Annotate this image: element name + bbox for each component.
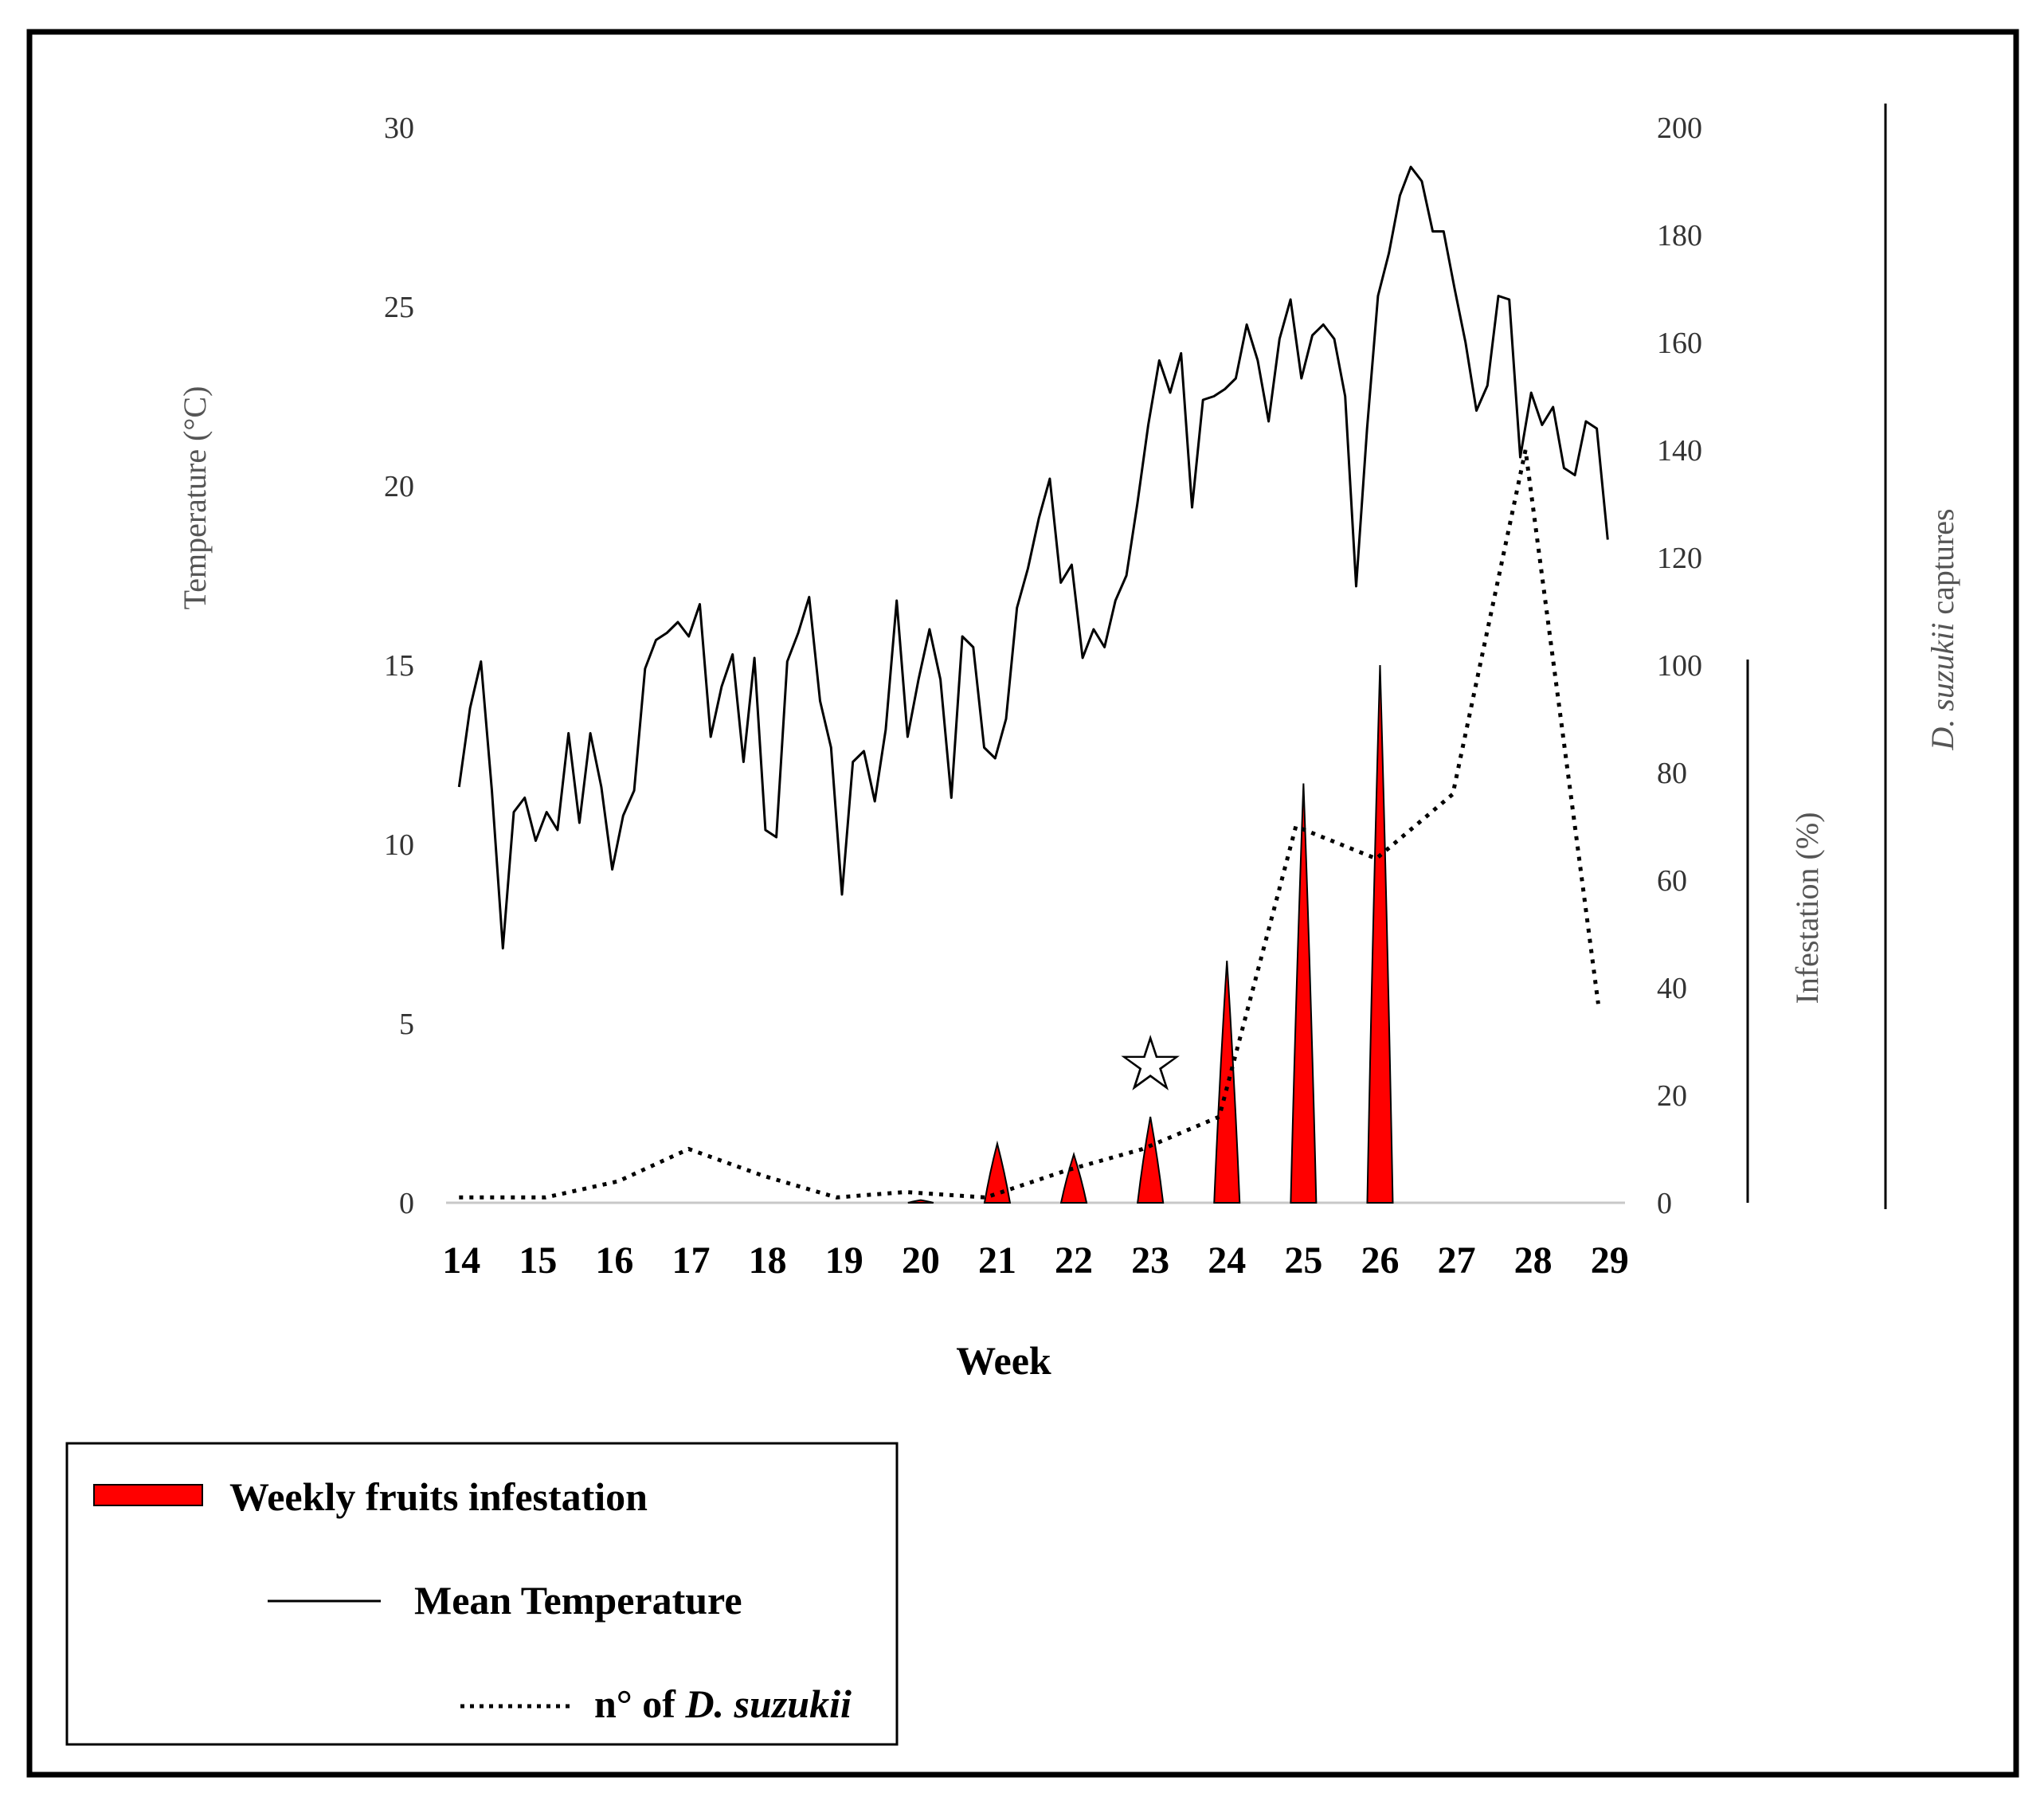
x-axis-ticks: 14 15 16 17 18 19 20 21 22 23 24 25 26 27 28 29 — [442, 1239, 1629, 1282]
infestation-spike — [1137, 1116, 1165, 1204]
captures-title-rest: captures — [1925, 508, 1960, 622]
y-axis-title-infestation: Infestation (%) — [1789, 812, 1825, 1004]
dsuzukii-line — [459, 449, 1600, 1200]
infestation-spike — [1290, 783, 1318, 1204]
temperature-series — [457, 166, 1609, 949]
x-tick-label: 16 — [595, 1239, 633, 1282]
temperature-line — [457, 166, 1609, 949]
y-right-tick-label: 100 — [1657, 649, 1702, 683]
y-right-tick-label: 180 — [1657, 219, 1702, 253]
x-tick-label: 18 — [749, 1239, 787, 1282]
y-right-tick-label: 80 — [1657, 757, 1687, 790]
captures-title-species: D. suzukii — [1925, 623, 1960, 751]
y-left-tick-label: 15 — [384, 649, 414, 683]
infestation-series — [907, 664, 1394, 1204]
y-right-tick-label: 200 — [1657, 112, 1702, 145]
x-tick-label: 27 — [1438, 1239, 1476, 1282]
infestation-spike — [983, 1140, 1012, 1204]
y-right-tick-label: 60 — [1657, 864, 1687, 898]
legend-dsuzukii-species: D. suzukii — [684, 1681, 852, 1726]
dsuzukii-series — [459, 449, 1600, 1200]
x-tick-label: 21 — [978, 1239, 1016, 1282]
x-tick-label: 29 — [1591, 1239, 1629, 1282]
legend-infestation-label: Weekly fruits infestation — [229, 1474, 648, 1519]
x-tick-label: 14 — [442, 1239, 480, 1282]
figure-frame — [26, 29, 2019, 1778]
y-left-tick-label: 5 — [399, 1008, 414, 1041]
right-axis-ticks: 0 20 40 60 80 100 120 140 160 180 200 — [1657, 112, 1702, 1220]
legend-dsuzukii-prefix: n° of — [594, 1681, 685, 1726]
x-tick-label: 24 — [1208, 1239, 1246, 1282]
y-left-tick-label: 25 — [384, 291, 414, 324]
infestation-spike — [907, 1199, 934, 1204]
x-axis-title: Week — [956, 1338, 1051, 1383]
legend-temperature-label: Mean Temperature — [414, 1578, 742, 1623]
y-right-tick-label: 20 — [1657, 1079, 1687, 1113]
x-tick-label: 23 — [1131, 1239, 1169, 1282]
y-right-tick-label: 0 — [1657, 1187, 1672, 1220]
y-left-tick-label: 0 — [399, 1187, 414, 1220]
x-tick-label: 26 — [1361, 1239, 1399, 1282]
y-axis-title-captures: D. suzukii captures — [1925, 508, 1960, 750]
x-tick-label: 22 — [1055, 1239, 1093, 1282]
x-tick-label: 17 — [672, 1239, 711, 1282]
legend-dsuzukii-label: n° of D. suzukii — [594, 1681, 852, 1726]
legend: Weekly fruits infestation Mean Temperatu… — [65, 1442, 899, 1746]
infestation-spike — [1366, 664, 1394, 1204]
star-annotation: ☆ — [1116, 1020, 1185, 1109]
x-tick-label: 19 — [825, 1239, 863, 1282]
y-left-tick-label: 20 — [384, 470, 414, 503]
y-left-tick-label: 10 — [384, 828, 414, 862]
legend-box — [65, 1442, 899, 1746]
y-axis-title-left: Temperature (°C) — [177, 386, 213, 610]
x-tick-label: 25 — [1284, 1239, 1322, 1282]
y-right-tick-label: 160 — [1657, 327, 1702, 360]
x-tick-label: 28 — [1514, 1239, 1553, 1282]
y-right-tick-label: 120 — [1657, 542, 1702, 575]
infestation-spike — [1059, 1151, 1088, 1204]
legend-infestation-swatch — [93, 1484, 203, 1506]
x-tick-label: 20 — [902, 1239, 940, 1282]
left-axis-ticks: 0 5 10 15 20 25 30 — [384, 112, 414, 1220]
y-right-tick-label: 40 — [1657, 972, 1687, 1005]
y-left-tick-label: 30 — [384, 112, 414, 145]
x-tick-label: 15 — [519, 1239, 557, 1282]
y-right-tick-label: 140 — [1657, 434, 1702, 468]
infestation-spike — [1213, 961, 1241, 1204]
